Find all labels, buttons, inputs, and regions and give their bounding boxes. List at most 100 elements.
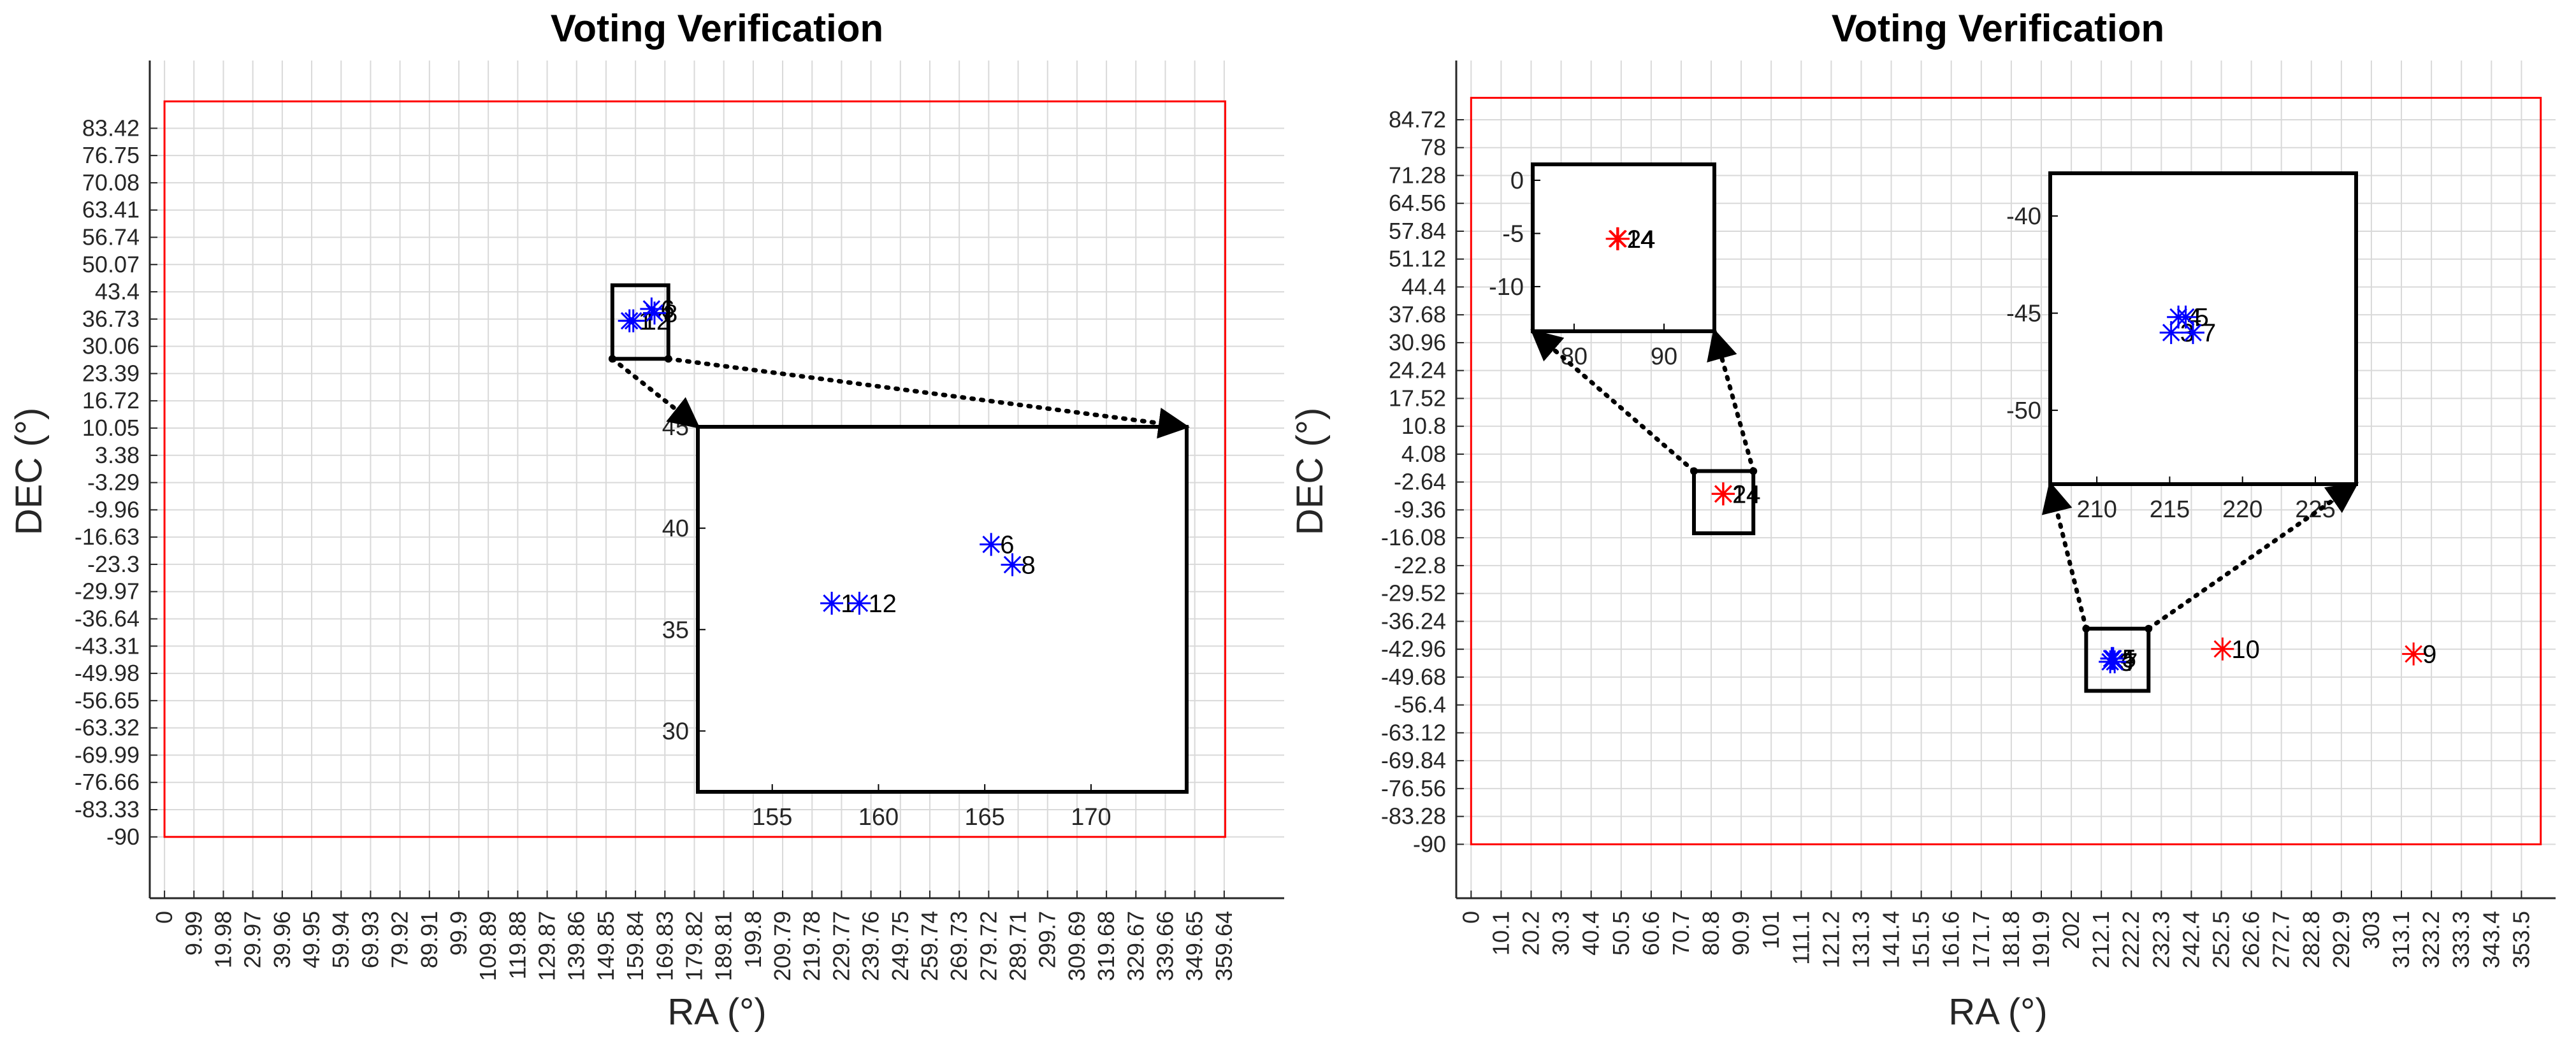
y-tick-label: -49.68: [1381, 664, 1446, 690]
zoom-connector-arrow: [1530, 329, 1697, 473]
y-tick-label: -83.28: [1381, 803, 1446, 829]
y-tick-label: 44.4: [1401, 273, 1446, 299]
y-tick-label: -69.99: [75, 741, 140, 768]
y-tick-label: -16.63: [75, 524, 140, 550]
y-tick-label: 10.05: [82, 415, 140, 441]
x-tick-label: 59.94: [328, 911, 354, 968]
x-tick-label: 222.2: [2118, 911, 2144, 968]
data-point-label: 10: [2231, 636, 2260, 664]
x-tick-label: 169.83: [651, 911, 677, 981]
inset-y-tick-label: -45: [2006, 301, 2041, 327]
y-tick-label: -36.64: [75, 605, 140, 631]
y-tick-label: -9.36: [1394, 496, 1446, 522]
x-tick-label: 252.5: [2208, 911, 2234, 968]
x-tick-label: 292.9: [2328, 911, 2354, 968]
x-tick-label: 129.87: [534, 911, 560, 981]
x-tick-label: 90.9: [1728, 911, 1754, 956]
zoom-source-box: [610, 283, 670, 361]
inset-x-tick-label: 220: [2222, 496, 2262, 523]
inset-point-label: 6: [1000, 531, 1014, 559]
inset-x-tick-label: 170: [1071, 804, 1111, 831]
y-tick-label: -36.24: [1381, 608, 1446, 634]
y-tick-label: 57.84: [1389, 218, 1446, 244]
x-tick-label: 339.66: [1152, 911, 1178, 981]
left-chart-panel: Voting Verification 0 9.99 19.98 29.97 39.96…: [8, 7, 1284, 1033]
left-chart-title: Voting Verification: [551, 7, 883, 50]
x-tick-label: 353.5: [2508, 911, 2534, 968]
y-tick-label: 30.96: [1389, 329, 1446, 355]
y-tick-label: 24.24: [1389, 357, 1446, 383]
x-tick-label: 9.99: [180, 911, 206, 956]
zoom-connector-arrow: [2146, 482, 2359, 631]
data-point-label: 4: [2120, 645, 2134, 673]
x-tick-label: 323.2: [2418, 911, 2444, 968]
right-x-axis-label: RA (°): [1948, 991, 2047, 1033]
y-tick-label: -63.12: [1381, 719, 1446, 745]
y-tick-label: -22.8: [1394, 552, 1446, 578]
y-tick-label: -29.52: [1381, 580, 1446, 606]
y-tick-label: -23.3: [87, 551, 140, 577]
y-tick-label: 78: [1421, 134, 1446, 161]
inset-x-tick-label: 155: [752, 804, 792, 831]
zoom-inset-frame: [1531, 162, 1716, 333]
data-point-label: 9: [2422, 641, 2436, 669]
y-tick-label: -90: [106, 824, 140, 850]
x-tick-label: 202: [2058, 911, 2084, 949]
x-tick-label: 319.68: [1093, 911, 1119, 981]
data-point-label: 1: [639, 308, 653, 336]
y-tick-label: 70.08: [82, 169, 140, 196]
x-tick-label: 232.3: [2148, 911, 2174, 968]
data-point-label: 8: [663, 299, 677, 327]
inset-y-tick-label: 45: [662, 414, 689, 441]
x-tick-label: 303: [2358, 911, 2384, 949]
y-tick-label: -83.33: [75, 796, 140, 822]
x-tick-label: 359.64: [1211, 911, 1237, 981]
inset-y-tick-label: -50: [2006, 398, 2041, 424]
y-tick-label: -9.96: [87, 496, 140, 522]
inset-x-tick-label: 90: [1651, 343, 1677, 370]
x-tick-label: 0: [151, 911, 177, 924]
right-chart-title: Voting Verification: [1832, 7, 2164, 50]
x-tick-label: 101: [1758, 911, 1784, 949]
zoom-source-box: [1691, 469, 1756, 536]
inset-y-tick-label: 0: [1510, 168, 1524, 194]
x-tick-label: 229.77: [828, 911, 854, 981]
x-tick-label: 40.4: [1578, 911, 1604, 956]
y-tick-label: 76.75: [82, 142, 140, 168]
x-tick-label: 329.67: [1122, 911, 1148, 981]
x-tick-label: 262.6: [2238, 911, 2264, 968]
y-tick-label: 64.56: [1389, 190, 1446, 216]
x-tick-label: 219.78: [799, 911, 825, 981]
y-tick-label: 17.52: [1389, 385, 1446, 411]
x-tick-label: 282.8: [2298, 911, 2324, 968]
x-tick-label: 141.4: [1878, 911, 1904, 968]
data-point-marker: [2101, 647, 2125, 670]
x-tick-label: 349.65: [1182, 911, 1208, 981]
y-tick-label: -76.66: [75, 769, 140, 795]
x-tick-label: 50.5: [1608, 911, 1634, 956]
x-tick-label: 111.1: [1788, 911, 1814, 965]
inset-x-tick-label: 165: [964, 804, 1004, 831]
data-point-label: 5: [2122, 645, 2136, 673]
x-tick-label: 49.95: [298, 911, 324, 968]
x-tick-label: 39.96: [269, 911, 295, 968]
y-tick-label: -49.98: [75, 660, 140, 686]
data-point-label: 14: [1732, 480, 1761, 508]
x-tick-label: 171.7: [1968, 911, 1994, 968]
data-point-marker: [621, 309, 645, 333]
x-tick-label: 259.74: [916, 911, 943, 981]
x-tick-label: 272.7: [2268, 911, 2294, 968]
y-tick-label: 84.72: [1389, 106, 1446, 133]
y-tick-label: -76.56: [1381, 775, 1446, 801]
y-tick-label: 50.07: [82, 251, 140, 277]
y-tick-label: -16.08: [1381, 524, 1446, 550]
y-tick-label: 23.39: [82, 360, 140, 386]
y-tick-label: 10.8: [1401, 413, 1446, 439]
x-tick-label: 279.72: [975, 911, 1001, 981]
inset-point-marker: [980, 533, 1003, 556]
y-tick-label: 43.4: [95, 278, 140, 304]
inset-y-tick-label: -40: [2006, 203, 2041, 230]
